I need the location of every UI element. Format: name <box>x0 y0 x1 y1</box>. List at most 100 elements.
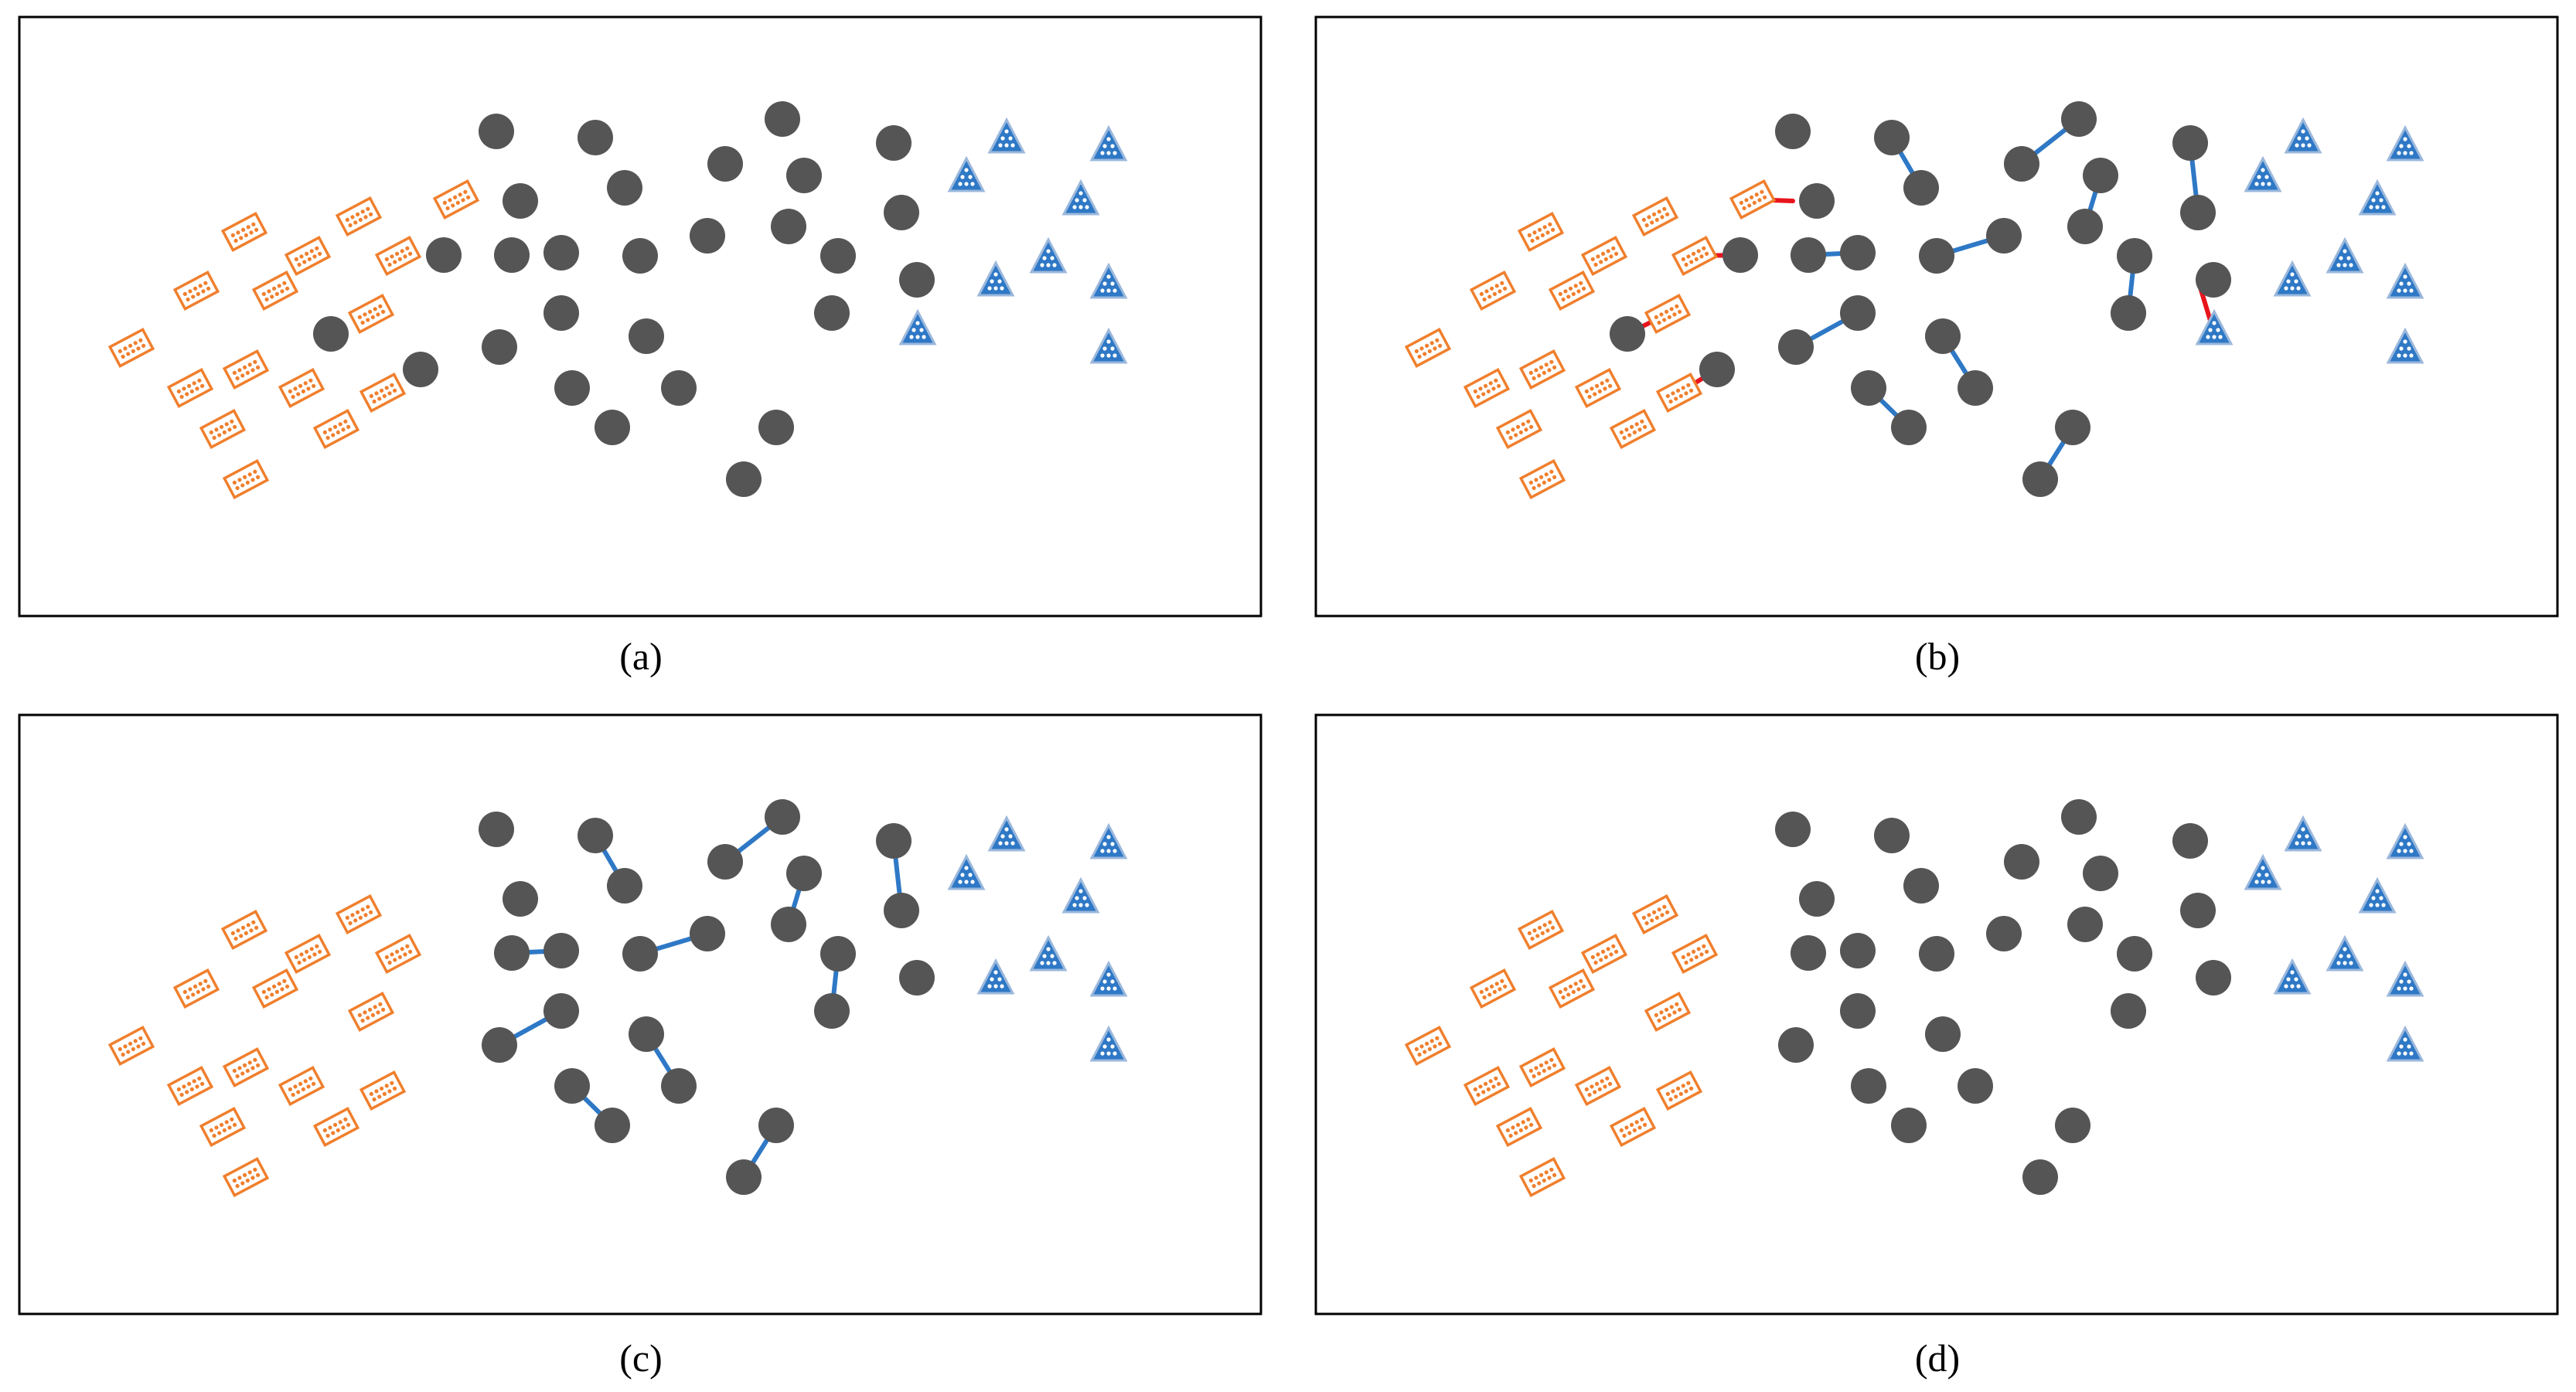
circle-node-26 <box>2055 410 2090 445</box>
circle-node-13 <box>1919 936 1954 972</box>
triangle-node-1 <box>1089 124 1128 162</box>
triangle-node-5 <box>2273 260 2312 297</box>
circle-node-23 <box>1851 1068 1886 1104</box>
circle-node-23 <box>554 370 590 406</box>
circle-node-18 <box>814 993 850 1029</box>
diamond-node-1 <box>335 894 383 934</box>
triangle-node-2 <box>947 853 986 890</box>
circle-node-17 <box>1840 295 1876 331</box>
triangle-node-1 <box>2386 124 2424 162</box>
circle-node-16 <box>1722 237 1758 273</box>
diamond-node-0 <box>1517 212 1565 252</box>
circle-node-1 <box>1874 818 1910 853</box>
diamond-node-3 <box>172 968 220 1009</box>
circle-node-20 <box>1610 316 1645 352</box>
circle-node-22 <box>403 352 438 387</box>
panel-c <box>18 713 1262 1315</box>
diamond-node-8 <box>107 328 155 368</box>
diamond-node-11 <box>278 1066 325 1106</box>
triangle-node-0 <box>987 815 1026 852</box>
diamond-node-2 <box>284 934 332 974</box>
diamond-node-6 <box>374 934 422 974</box>
diamond-node-2 <box>284 236 332 276</box>
circle-node-11 <box>1791 237 1826 273</box>
triangle-node-8 <box>2386 1025 2424 1062</box>
circle-node-2 <box>2061 799 2097 835</box>
circle-node-9 <box>771 907 806 942</box>
circle-node-0 <box>479 812 514 847</box>
panel-frame <box>18 15 1262 618</box>
diamond-node-13 <box>1495 409 1543 449</box>
circle-node-2 <box>765 799 800 835</box>
diamond-node-15 <box>222 1157 270 1197</box>
diamond-node-14 <box>1609 1107 1657 1147</box>
triangle-node-4 <box>2326 934 2364 972</box>
circle-node-0 <box>1775 812 1811 847</box>
circle-node-19 <box>629 1016 664 1052</box>
diamond-node-14 <box>312 409 360 449</box>
panel-d <box>1314 713 2559 1315</box>
circle-node-24 <box>661 1068 697 1104</box>
triangle-node-6 <box>1089 262 1128 299</box>
triangle-node-2 <box>2244 853 2282 890</box>
caption-c: (c) <box>619 1336 663 1380</box>
triangle-node-3 <box>1061 876 1100 914</box>
circle-node-3 <box>876 125 911 161</box>
circle-node-1 <box>578 818 613 853</box>
panel-a <box>18 15 1262 618</box>
triangle-node-4 <box>1029 934 1068 972</box>
circle-node-17 <box>1840 993 1876 1029</box>
circle-node-10 <box>1986 218 2022 254</box>
circle-node-11 <box>1791 935 1826 971</box>
diamond-node-5 <box>347 294 395 334</box>
circle-node-4 <box>2004 844 2039 880</box>
triangle-node-0 <box>2284 815 2322 852</box>
circle-node-10 <box>690 916 725 951</box>
circle-node-8 <box>884 893 919 928</box>
triangle-node-0 <box>2284 117 2322 154</box>
triangle-node-6 <box>1089 960 1128 997</box>
circle-node-2 <box>2061 101 2097 137</box>
diamond-node-5 <box>1644 294 1692 334</box>
triangle-node-2 <box>2244 155 2282 192</box>
circle-node-5 <box>2083 158 2118 193</box>
circle-node-17 <box>543 993 579 1029</box>
diamond-node-8 <box>107 1026 155 1066</box>
circle-node-23 <box>554 1068 590 1104</box>
circle-node-10 <box>1986 916 2022 951</box>
diamond-node-7 <box>432 179 480 220</box>
circle-node-15 <box>899 262 935 298</box>
triangle-node-3 <box>2358 876 2397 914</box>
circle-node-12 <box>1840 933 1876 968</box>
diamond-node-12 <box>1655 373 1703 413</box>
triangle-node-5 <box>976 958 1015 995</box>
diamond-node-1 <box>1631 894 1679 934</box>
diamond-node-13 <box>199 1107 247 1147</box>
circle-node-22 <box>1699 352 1735 387</box>
circle-node-25 <box>1891 410 1927 445</box>
circle-node-18 <box>2111 295 2146 331</box>
diamond-node-10 <box>166 1066 214 1106</box>
triangle-node-2 <box>947 155 986 192</box>
diamond-node-4 <box>1548 968 1596 1009</box>
diamond-node-3 <box>172 271 220 311</box>
caption-a: (a) <box>619 635 663 678</box>
circle-node-21 <box>1778 329 1814 365</box>
panel-b <box>1314 15 2559 618</box>
diamond-node-1 <box>335 196 383 237</box>
circle-node-6 <box>607 170 642 206</box>
diamond-node-15 <box>1518 459 1566 499</box>
circle-node-5 <box>786 856 822 891</box>
nodes <box>1404 799 2424 1197</box>
circle-node-27 <box>726 1159 762 1195</box>
diamond-node-5 <box>1644 992 1692 1032</box>
circle-node-24 <box>661 370 697 406</box>
diamond-node-2 <box>1580 236 1628 276</box>
circle-node-21 <box>482 329 517 365</box>
triangle-node-5 <box>2273 958 2312 995</box>
diamond-node-14 <box>1609 409 1657 449</box>
caption-d: (d) <box>1915 1336 1960 1380</box>
circle-node-4 <box>707 146 743 182</box>
diamond-node-8 <box>1404 1026 1452 1066</box>
